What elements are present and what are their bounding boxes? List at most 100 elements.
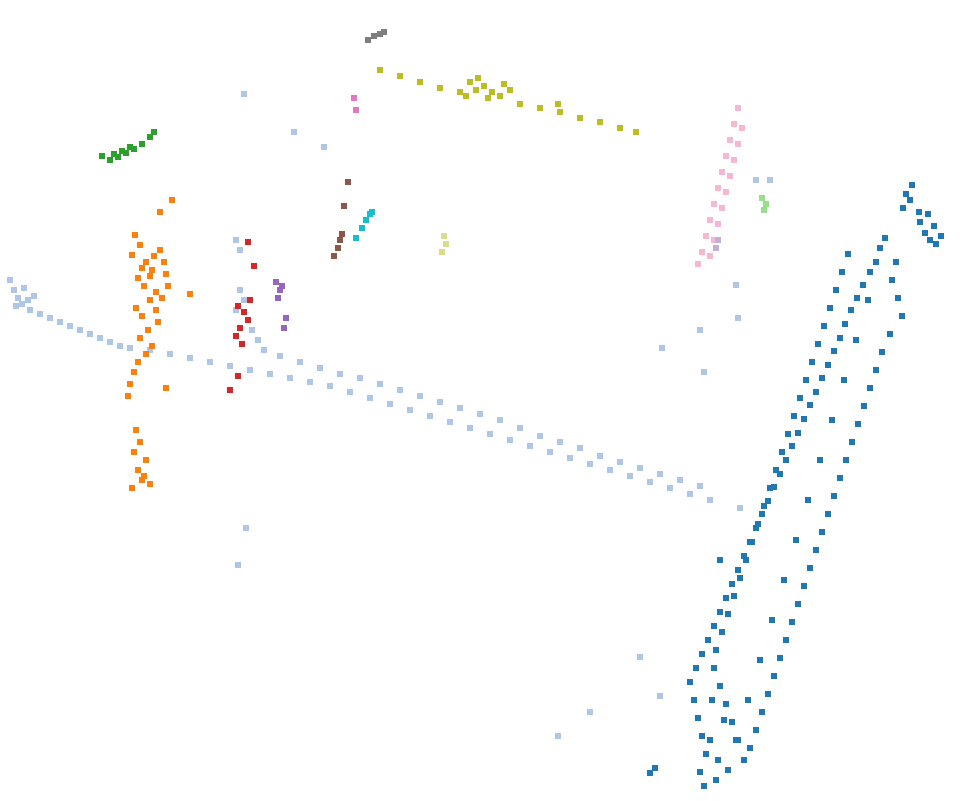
scatter-point [15, 295, 21, 301]
scatter-point [737, 505, 743, 511]
scatter-point [889, 277, 895, 283]
scatter-point [467, 425, 473, 431]
scatter-point [697, 769, 703, 775]
scatter-point [739, 125, 745, 131]
scatter-point [337, 237, 343, 243]
scatter-point [785, 431, 791, 437]
scatter-point [363, 217, 369, 223]
scatter-point [789, 443, 795, 449]
scatter-point [357, 375, 363, 381]
scatter-point [427, 413, 433, 419]
scatter-point [617, 125, 623, 131]
scatter-point [783, 637, 789, 643]
scatter-point [715, 757, 721, 763]
scatter-point [275, 295, 281, 301]
scatter-point [163, 271, 169, 277]
scatter-point [723, 189, 729, 195]
scatter-point [463, 93, 469, 99]
scatter-point [457, 405, 463, 411]
scatter-point [597, 453, 603, 459]
scatter-point [187, 291, 193, 297]
scatter-point [765, 498, 771, 504]
scatter-point [577, 115, 583, 121]
scatter-point [795, 430, 801, 436]
scatter-point [867, 385, 873, 391]
scatter-point [7, 277, 13, 283]
scatter-point [132, 232, 138, 238]
scatter-point [707, 217, 713, 223]
scatter-point [711, 201, 717, 207]
scatter-point [691, 697, 697, 703]
scatter-point [761, 503, 767, 509]
scatter-point [719, 205, 725, 211]
scatter-point [853, 337, 859, 343]
scatter-point [139, 477, 145, 483]
scatter-point [139, 141, 145, 147]
scatter-point [267, 371, 273, 377]
scatter-point [233, 237, 239, 243]
scatter-point [507, 437, 513, 443]
scatter-point [147, 134, 153, 140]
scatter-point [397, 387, 403, 393]
scatter-point [721, 717, 727, 723]
scatter-point [731, 157, 737, 163]
scatter-point [397, 73, 403, 79]
scatter-point [235, 373, 241, 379]
scatter-point [837, 335, 843, 341]
scatter-point [151, 129, 157, 135]
scatter-point [25, 297, 31, 303]
scatter-point [371, 33, 377, 39]
scatter-point [247, 297, 253, 303]
scatter-point [855, 421, 861, 427]
scatter-point [133, 427, 139, 433]
scatter-point [251, 263, 257, 269]
scatter-point [753, 177, 759, 183]
scatter-point [287, 375, 293, 381]
scatter-point [241, 297, 247, 303]
scatter-point [637, 654, 643, 660]
scatter-point [377, 67, 383, 73]
scatter-point [938, 233, 944, 239]
scatter-point [37, 311, 43, 317]
scatter-point [261, 347, 267, 353]
scatter-point [237, 287, 243, 293]
scatter-point [729, 719, 735, 725]
scatter-point [711, 237, 717, 243]
scatter-point [927, 237, 933, 243]
scatter-point [797, 395, 803, 401]
scatter-point [277, 353, 283, 359]
scatter-point [895, 295, 901, 301]
scatter-point [657, 693, 663, 699]
scatter-point [341, 203, 347, 209]
scatter-point [135, 467, 141, 473]
scatter-point [873, 367, 879, 373]
scatter-point [417, 393, 423, 399]
scatter-point [757, 657, 763, 663]
scatter-point [237, 247, 243, 253]
scatter-point [697, 327, 703, 333]
scatter-point [735, 315, 741, 321]
scatter-point [97, 335, 103, 341]
scatter-point [557, 109, 563, 115]
scatter-point [135, 359, 141, 365]
scatter-point [207, 359, 213, 365]
scatter-point [241, 91, 247, 97]
scatter-point [447, 419, 453, 425]
scatter-point [637, 465, 643, 471]
scatter-point [657, 471, 663, 477]
scatter-point [377, 31, 383, 37]
scatter-point [907, 197, 913, 203]
cluster-c12 [695, 105, 745, 267]
scatter-point [19, 301, 25, 307]
scatter-point [707, 737, 713, 743]
scatter-point [715, 237, 721, 243]
scatter-point [773, 467, 779, 473]
scatter-point [13, 303, 19, 309]
cluster-c13 [713, 237, 721, 251]
scatter-point [439, 249, 445, 255]
scatter-point [135, 275, 141, 281]
scatter-point [877, 245, 883, 251]
scatter-point [667, 485, 673, 491]
scatter-point [725, 611, 731, 617]
scatter-point [347, 389, 353, 395]
